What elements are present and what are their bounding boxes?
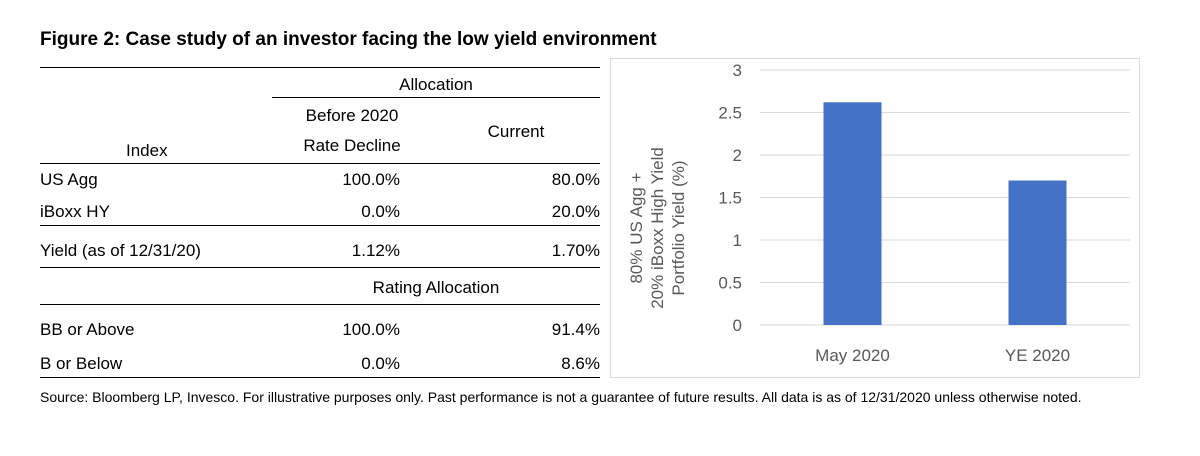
before-header-line1: Before 2020: [305, 106, 399, 125]
row-label-bb-or-above: BB or Above: [40, 320, 135, 339]
row-before-b-or-below: 0.0%: [361, 354, 400, 373]
row-label-yield: Yield (as of 12/31/20): [40, 241, 201, 260]
yield-bar-chart: 0 0.5 1 1.5 2 2.5 3 May 2020 YE 2020 80% US Agg…: [610, 58, 1140, 378]
holdings-bottom-rule: [40, 225, 600, 226]
source-note: Source: Bloomberg LP, Invesco. For illus…: [40, 389, 1082, 405]
y-tick-label-6: 3: [733, 61, 742, 80]
chart-gridlines: [760, 69, 1130, 326]
row-label-iboxx-hy: iBoxx HY: [40, 202, 110, 221]
y-axis-label-line3: Portfolio Yield (%): [669, 160, 688, 295]
allocation-table: Allocation Before 2020 Rate Decline Curr…: [40, 67, 600, 381]
table-top-rule: [40, 67, 600, 68]
row-before-us-agg: 100.0%: [342, 170, 400, 189]
y-tick-label-2: 1: [733, 231, 742, 250]
row-label-b-or-below: B or Below: [40, 354, 123, 373]
row-current-yield: 1.70%: [551, 241, 600, 260]
yield-bottom-rule: [40, 267, 600, 268]
bar-ye-2020: [1008, 180, 1067, 325]
row-before-bb-or-above: 100.0%: [342, 320, 400, 339]
chart-y-tick-labels: 0 0.5 1 1.5 2 2.5 3: [718, 61, 742, 335]
x-tick-label-1: YE 2020: [1005, 346, 1070, 365]
row-before-yield: 1.12%: [351, 241, 400, 260]
current-header: Current: [487, 122, 545, 141]
figure-title: Figure 2: Case study of an investor faci…: [40, 29, 657, 50]
index-header: Index: [126, 141, 168, 160]
row-before-iboxx-hy: 0.0%: [361, 202, 400, 221]
allocation-header-rule: [272, 97, 600, 98]
y-tick-label-3: 1.5: [718, 189, 742, 208]
row-label-us-agg: US Agg: [40, 170, 98, 189]
y-tick-label-5: 2.5: [718, 104, 742, 123]
row-current-b-or-below: 8.6%: [561, 354, 600, 373]
bar-may-2020: [823, 102, 882, 325]
x-tick-label-0: May 2020: [815, 346, 890, 365]
chart-bars: [823, 102, 1067, 325]
y-tick-label-4: 2: [733, 146, 742, 165]
y-tick-label-1: 0.5: [718, 274, 742, 293]
rating-allocation-header: Rating Allocation: [372, 278, 500, 297]
table-bottom-rule: [40, 377, 600, 378]
chart-svg: 0 0.5 1 1.5 2 2.5 3 May 2020 YE 2020 80% US Agg…: [610, 58, 1140, 378]
row-current-us-agg: 80.0%: [551, 170, 600, 189]
y-axis-label-line2: 20% iBoxx High Yield: [648, 147, 667, 309]
y-axis-label-line1: 80% US Agg +: [627, 172, 646, 283]
row-current-iboxx-hy: 20.0%: [551, 202, 600, 221]
y-tick-label-0: 0: [733, 316, 742, 335]
chart-x-tick-labels: May 2020 YE 2020: [815, 346, 1070, 365]
rating-header-rule: [40, 304, 600, 305]
before-header-line2: Rate Decline: [303, 136, 401, 155]
header-bottom-rule: [40, 163, 600, 164]
allocation-header: Allocation: [399, 75, 473, 94]
row-current-bb-or-above: 91.4%: [551, 320, 600, 339]
